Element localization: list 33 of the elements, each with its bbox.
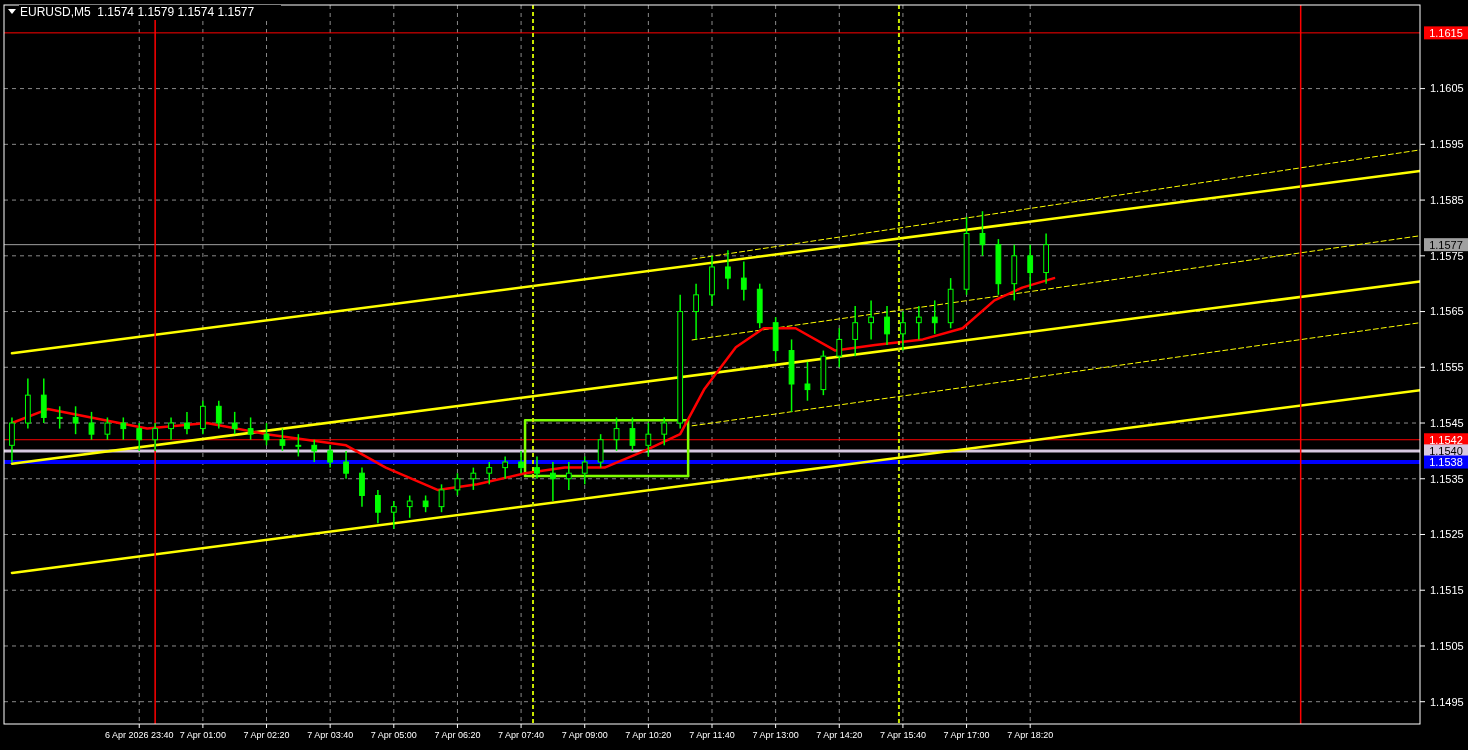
y-tick-label: 1.1495 [1430,695,1464,708]
x-tick-label: 7 Apr 15:40 [879,730,926,741]
y-tick-label: 1.1575 [1430,249,1464,262]
x-tick-label: 7 Apr 10:20 [625,730,672,741]
y-tick-label: 1.1535 [1430,472,1464,485]
y-tick-label: 1.1555 [1430,361,1464,374]
y-tick-label: 1.1515 [1430,584,1464,597]
x-tick-label: 7 Apr 18:20 [1007,730,1054,741]
x-tick-label: 7 Apr 03:40 [307,730,354,741]
y-tick-label: 1.1585 [1430,193,1464,206]
x-tick-label: 7 Apr 09:00 [561,730,608,741]
x-tick-label: 7 Apr 01:00 [179,730,226,741]
x-tick-label: 7 Apr 14:20 [816,730,863,741]
ref-line-label: 1.1538 [1429,455,1463,468]
x-tick-label: 7 Apr 02:20 [243,730,290,741]
x-tick-label: 7 Apr 05:00 [370,730,417,741]
y-tick-label: 1.1525 [1430,528,1464,541]
x-tick-label: 7 Apr 07:40 [498,730,545,741]
ref-line-label: 1.1542 [1429,433,1463,446]
x-tick-label: 6 Apr 2026 23:40 [104,730,174,741]
ref-line-label: 1.1540 [1429,444,1463,457]
y-tick-label: 1.1605 [1430,82,1464,95]
x-tick-label: 7 Apr 11:40 [689,730,735,741]
chart-title: EURUSD,M5 1.1574 1.1579 1.1574 1.1577 [20,5,255,20]
ref-line-label: 1.1615 [1429,26,1463,39]
y-tick-label: 1.1595 [1430,138,1464,151]
ref-line-label: 1.1577 [1429,238,1463,251]
x-tick-label: 7 Apr 17:00 [943,730,990,741]
y-tick-label: 1.1505 [1430,639,1464,652]
y-tick-label: 1.1545 [1430,416,1464,429]
x-tick-label: 7 Apr 06:20 [434,730,481,741]
x-tick-label: 7 Apr 13:00 [752,730,799,741]
y-tick-label: 1.1565 [1430,305,1464,318]
